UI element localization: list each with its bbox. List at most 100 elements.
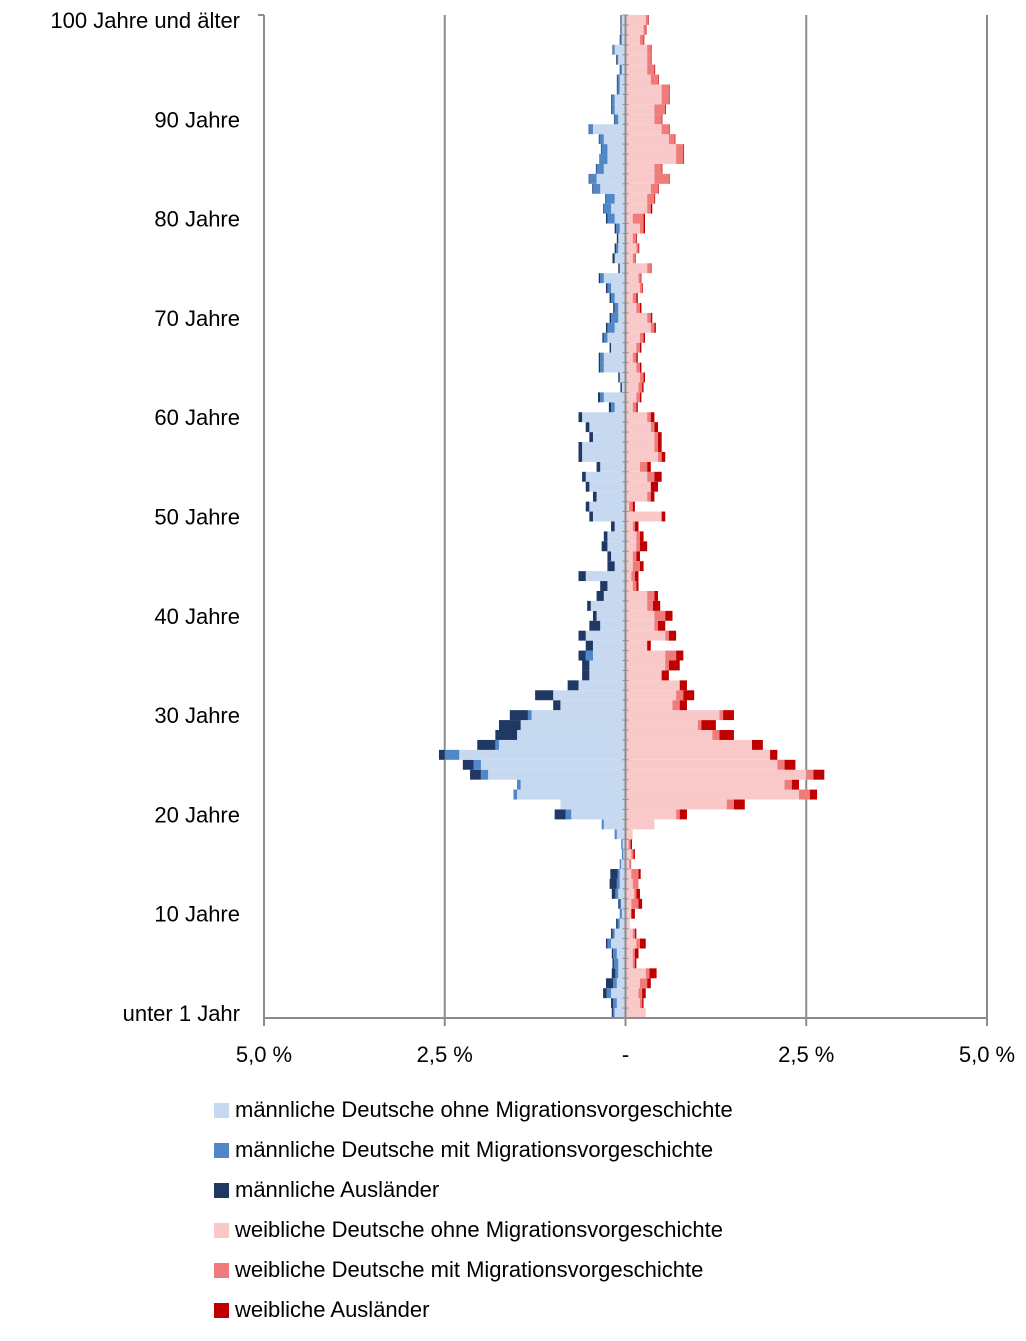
bar-male-s2-age-0 (611, 1008, 614, 1018)
bar-male-s0-age-83 (600, 183, 626, 194)
bar-female-s2-age-84 (668, 173, 670, 184)
bar-female-s0-age-9 (625, 918, 630, 929)
bar-male-s1-age-86 (600, 154, 608, 164)
bar-male-s2-age-75 (618, 263, 620, 274)
bar-female-s0-age-99 (625, 24, 644, 35)
bar-male-s2-age-60 (578, 412, 583, 423)
y-tick-label-30: 30 Jahre (154, 703, 240, 728)
legend-swatch (214, 1262, 229, 1278)
bar-female-s1-age-38 (665, 630, 669, 641)
bar-male-s2-age-55 (596, 461, 601, 472)
bar-female-s2-age-79 (643, 223, 646, 234)
bar-male-s1-age-79 (616, 223, 620, 234)
bar-female-s1-age-20 (676, 809, 680, 820)
bar-female-s2-age-58 (658, 432, 662, 443)
bar-female-s2-age-61 (636, 402, 638, 413)
legend-label: weibliche Deutsche mit Migrationsvorgesc… (235, 1257, 704, 1282)
bar-female-s1-age-6 (632, 948, 635, 959)
bar-male-s0-age-22 (517, 789, 626, 800)
bar-female-s1-age-7 (636, 938, 640, 949)
legend-item: männliche Ausländer (214, 1170, 733, 1210)
bar-male-s0-age-40 (596, 610, 626, 621)
bar-female-s2-age-35 (668, 660, 680, 671)
bar-male-s0-age-47 (607, 541, 626, 552)
bar-male-s1-age-12 (615, 888, 619, 899)
y-axis-labels: unter 1 Jahr 10 Jahre 20 Jahre 30 Jahre 40 J… (50, 8, 240, 1026)
bar-female-s1-age-57 (654, 442, 659, 452)
bar-female-s0-age-89 (625, 124, 662, 135)
bar-female-s2-age-24 (813, 769, 825, 780)
bar-female-s0-age-47 (625, 541, 637, 552)
y-tick-label-10: 10 Jahre (154, 902, 240, 927)
bar-male-s2-age-59 (585, 422, 590, 433)
bar-female-s0-age-23 (625, 779, 785, 790)
bar-male-s0-age-29 (520, 720, 626, 731)
bar-male-s0-age-13 (619, 878, 626, 889)
bar-female-s2-age-69 (654, 322, 656, 333)
bar-female-s1-age-100 (645, 15, 648, 25)
bar-female-s1-age-68 (639, 332, 644, 343)
legend-swatch (214, 1182, 229, 1198)
bar-male-s1-age-61 (611, 402, 615, 413)
bar-female-s0-age-39 (625, 620, 655, 631)
legend-item: weibliche Deutsche ohne Migrationsvorges… (214, 1210, 733, 1250)
bar-female-s1-age-71 (636, 302, 640, 313)
bar-female-s2-age-96 (650, 54, 652, 65)
bar-female-s2-age-98 (643, 34, 645, 45)
bar-female-s1-age-17 (628, 839, 631, 850)
bar-male-s0-age-65 (603, 362, 626, 373)
bar-male-s2-age-65 (598, 362, 601, 373)
legend-item: weibliche Ausländer (214, 1290, 733, 1330)
bar-female-s1-age-78 (632, 233, 637, 244)
bar-male-s0-age-38 (585, 630, 626, 641)
bar-female-s1-age-92 (661, 94, 669, 105)
bar-male-s0-age-20 (571, 809, 626, 820)
bar-female-s1-age-43 (632, 581, 637, 591)
bar-female-s2-age-92 (668, 94, 670, 105)
bar-male-s1-age-92 (611, 94, 615, 105)
bar-female-s2-age-87 (683, 144, 685, 155)
legend-label: weibliche Ausländer (235, 1297, 430, 1322)
y-tick-label-90: 90 Jahre (154, 107, 240, 132)
bar-male-s0-age-75 (619, 263, 626, 274)
bar-female-s1-age-2 (638, 988, 643, 999)
bar-male-s2-age-80 (605, 213, 608, 224)
bar-female-s2-age-30 (723, 710, 734, 721)
bar-male-s1-age-36 (585, 650, 593, 661)
bar-female-s1-age-31 (672, 700, 680, 711)
bar-female-s0-age-18 (625, 829, 633, 840)
bar-female-s2-age-49 (634, 521, 639, 532)
bar-female-s1-age-46 (632, 551, 637, 562)
x-tick-label-1: 2,5 % (417, 1042, 473, 1067)
bar-female-s2-age-52 (650, 491, 655, 502)
bar-male-s1-age-83 (592, 183, 601, 194)
bar-male-s2-age-32 (535, 690, 554, 701)
bar-female-s0-age-17 (625, 839, 629, 850)
bar-female-s1-age-48 (636, 531, 640, 542)
bar-male-s0-age-96 (618, 54, 626, 65)
bar-female-s0-age-1 (625, 998, 640, 1009)
bar-female-s1-age-66 (632, 352, 637, 363)
bar-female-s1-age-42 (647, 590, 655, 601)
bar-male-s0-age-80 (614, 213, 626, 224)
bar-female-s0-age-53 (625, 481, 651, 492)
bar-male-s1-age-73 (607, 283, 612, 294)
bar-female-s0-age-59 (625, 422, 651, 433)
bar-male-s1-age-71 (614, 302, 619, 313)
bar-male-s0-age-78 (618, 233, 626, 244)
bar-male-s2-age-93 (616, 84, 618, 95)
bar-female-s1-age-56 (658, 451, 662, 462)
bar-male-s2-age-57 (578, 442, 583, 452)
bar-female-s2-age-77 (638, 243, 640, 254)
bar-female-s2-age-86 (683, 154, 685, 164)
bar-male-s2-age-42 (596, 590, 604, 601)
bar-male-s0-age-15 (621, 859, 626, 870)
bar-male-s2-age-90 (613, 114, 615, 125)
bar-male-s1-age-89 (589, 124, 593, 135)
bar-female-s0-age-68 (625, 332, 640, 343)
bar-female-s0-age-79 (625, 223, 640, 234)
legend-swatch (214, 1142, 229, 1158)
legend-label: männliche Deutsche ohne Migrationsvorges… (235, 1097, 733, 1122)
bar-male-s0-age-0 (614, 1008, 626, 1018)
bar-male-s2-age-58 (589, 432, 593, 443)
